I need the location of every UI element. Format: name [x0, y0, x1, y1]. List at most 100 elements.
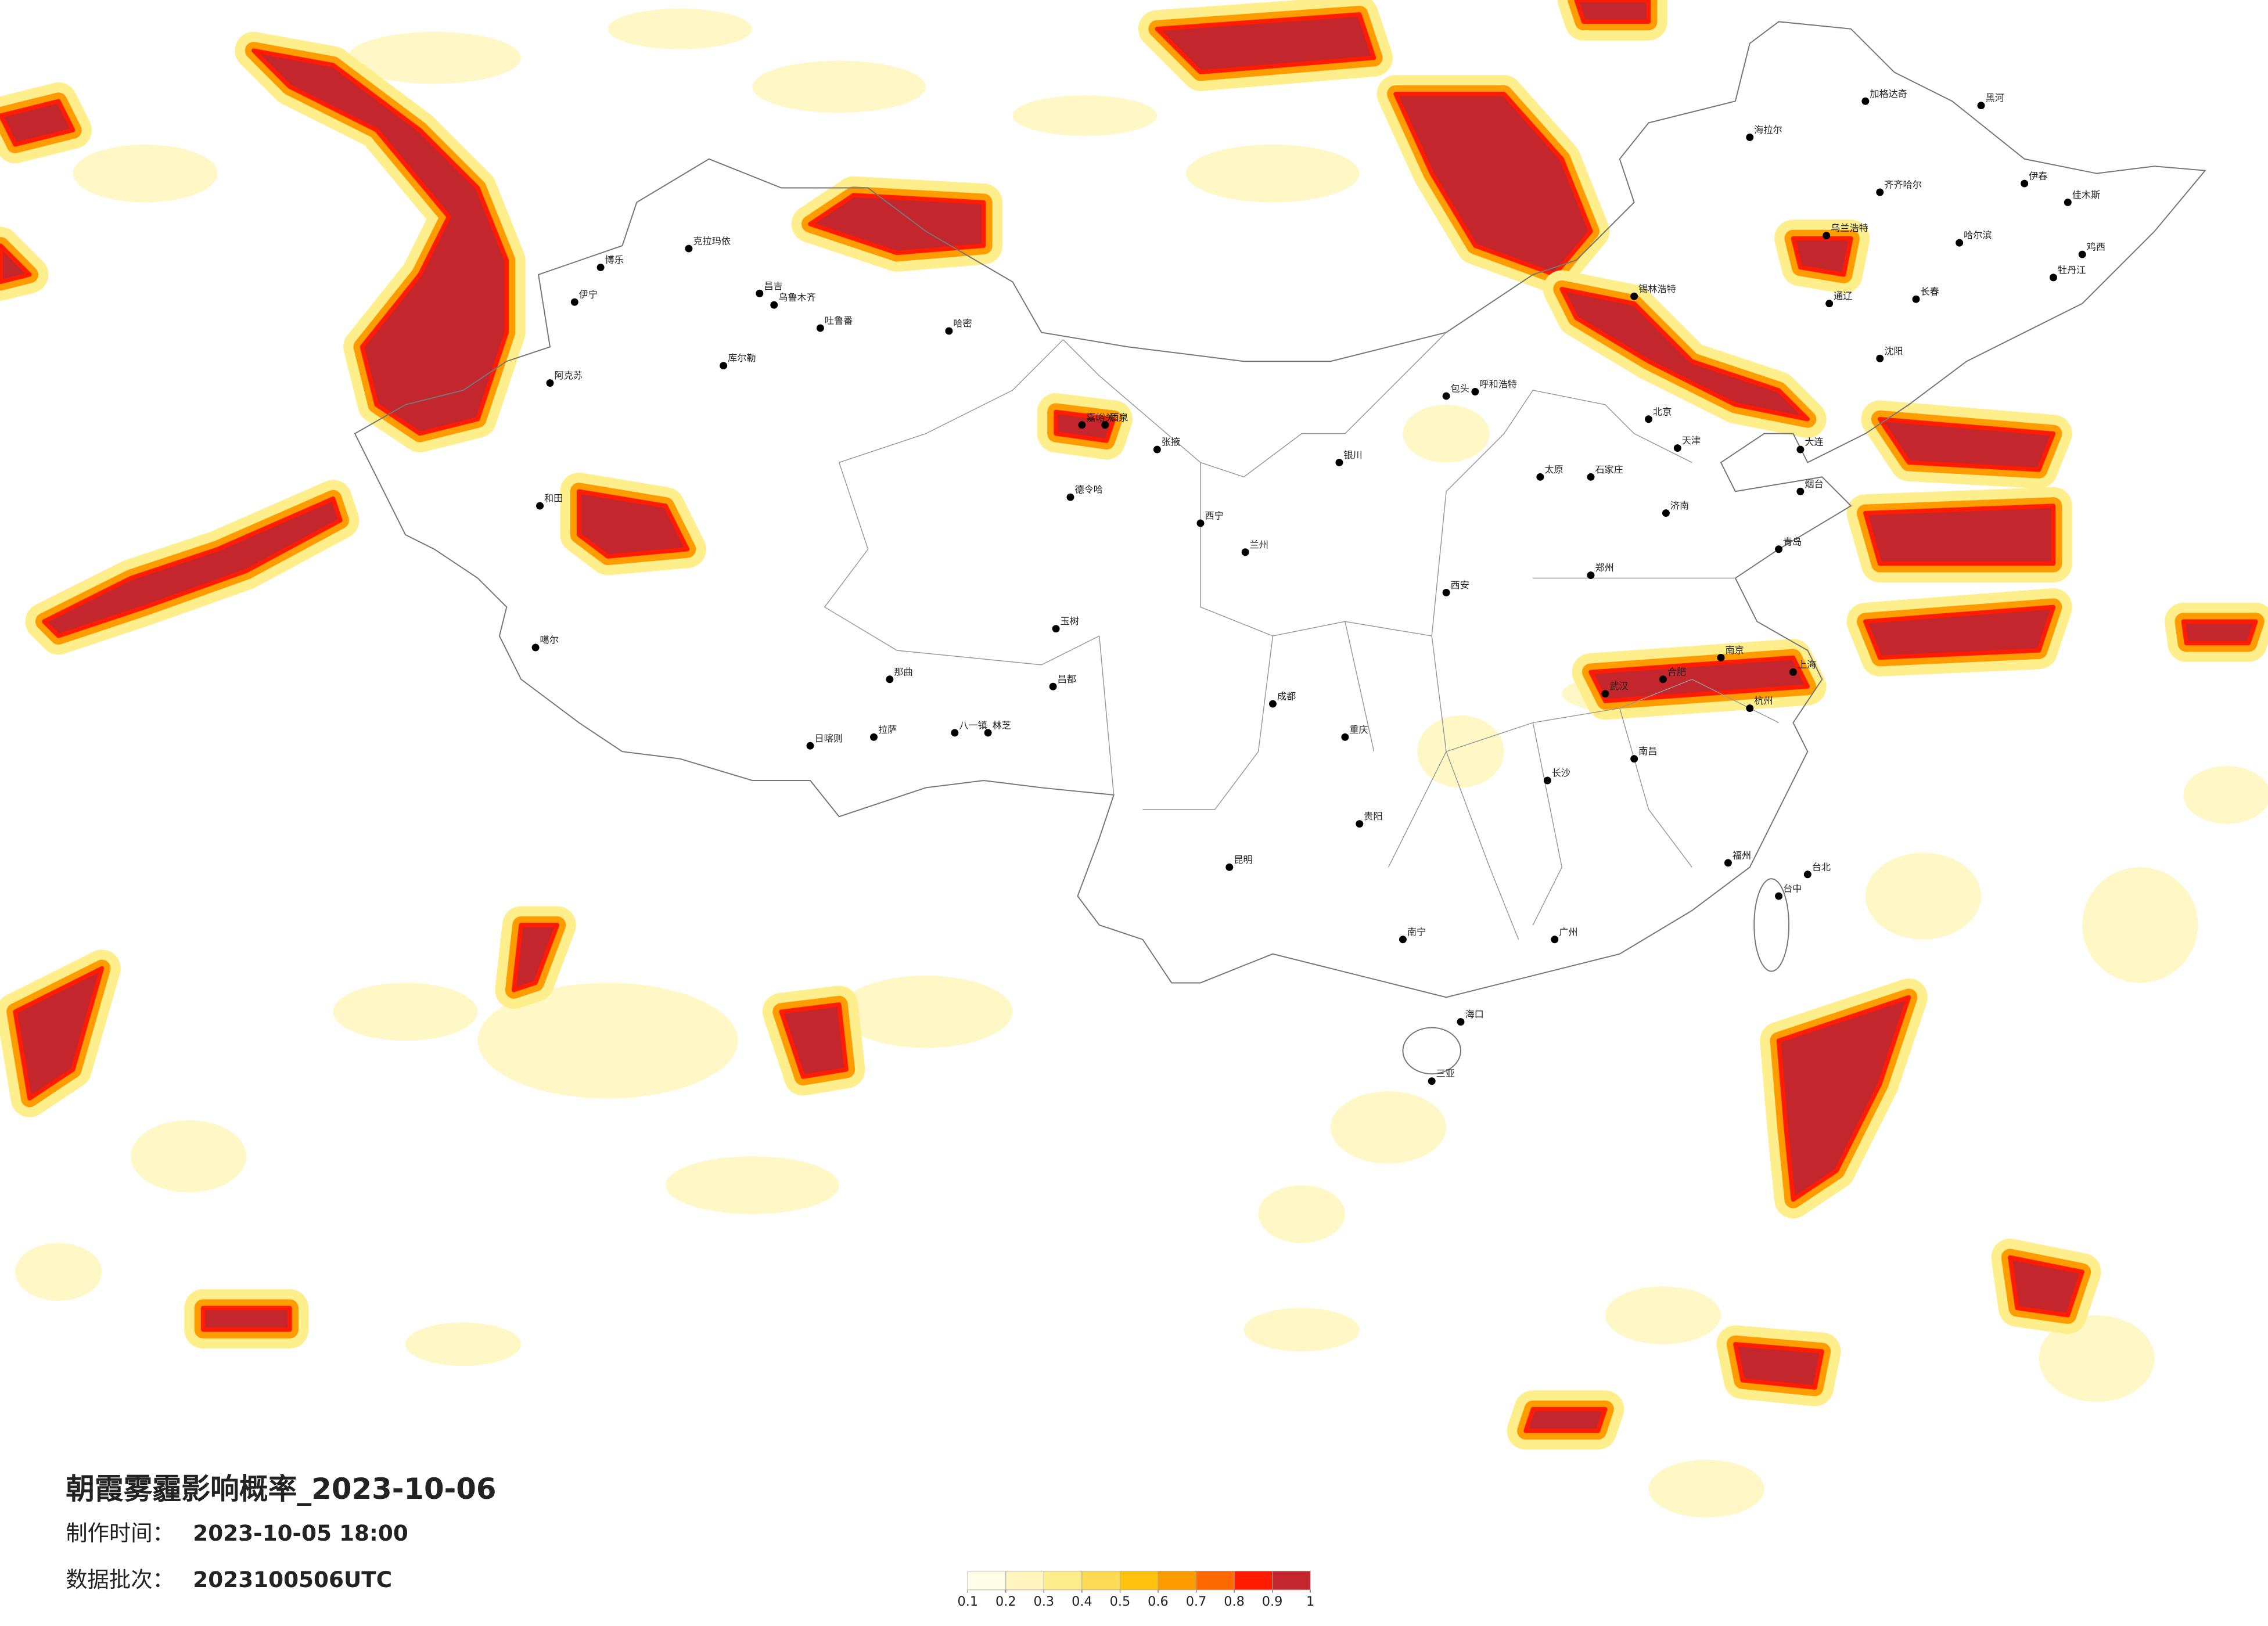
- city-label: 通辽: [1834, 290, 1852, 301]
- high-core: [2181, 619, 2258, 646]
- high-core: [1791, 236, 1853, 277]
- city-label: 南宁: [1407, 926, 1426, 937]
- city-label: 拉萨: [878, 724, 897, 735]
- low-probability-area: [1012, 95, 1158, 136]
- city-dot: [1052, 625, 1060, 633]
- low-probability-area: [1403, 404, 1490, 463]
- city-dot: [1225, 863, 1234, 871]
- city-dot: [1876, 354, 1884, 362]
- city-label: 海口: [1465, 1009, 1483, 1020]
- city-label: 库尔勒: [728, 352, 756, 364]
- high-core: [251, 48, 509, 436]
- low-probability-area: [608, 8, 753, 49]
- city-dot: [1049, 682, 1057, 690]
- city-dot: [1241, 548, 1249, 556]
- city-dot: [1442, 392, 1450, 400]
- low-probability-area: [347, 31, 522, 84]
- city-dot: [1457, 1018, 1465, 1026]
- city-dot: [1789, 668, 1797, 676]
- colorbar-tick-label: 0.4: [1072, 1594, 1092, 1609]
- city-label: 福州: [1733, 850, 1751, 861]
- high-core: [13, 966, 105, 1101]
- probability-field: [0, 0, 2268, 1518]
- city-label: 加格达奇: [1870, 88, 1907, 99]
- city-label: 呼和浩特: [1479, 379, 1517, 390]
- colorbar: 0.1 0.2 0.3 0.4 0.5 0.6 0.7 0.8 0.9 1: [957, 1570, 1314, 1609]
- city-dot: [1587, 473, 1595, 481]
- city-dot: [1399, 936, 1407, 944]
- high-core: [512, 923, 560, 992]
- city-label: 德令哈: [1074, 484, 1102, 495]
- city-dot: [1543, 776, 1551, 785]
- colorbar-swatch: [1196, 1570, 1235, 1591]
- city-label: 大连: [1805, 437, 1823, 448]
- colorbar-tick-label: 0.6: [1148, 1594, 1169, 1609]
- city-dot: [1775, 892, 1783, 900]
- city-label: 武汉: [1609, 681, 1628, 692]
- city-label: 佳木斯: [2072, 189, 2100, 200]
- city-dot: [1601, 690, 1609, 698]
- city-dot: [546, 379, 554, 387]
- city-label: 长春: [1920, 286, 1939, 297]
- city-label: 青岛: [1783, 536, 1802, 547]
- city-label: 黑河: [1985, 92, 2004, 103]
- city-dot: [1551, 936, 1559, 944]
- city-dot: [1746, 704, 1754, 713]
- city-label: 济南: [1670, 500, 1689, 511]
- city-label: 鸡西: [2087, 242, 2105, 253]
- low-probability-area: [73, 144, 218, 203]
- high-core: [1733, 1341, 1824, 1390]
- high-core: [1574, 0, 1651, 24]
- city-label: 张掖: [1162, 437, 1180, 448]
- city-dot: [1746, 133, 1754, 141]
- low-probability-area: [2183, 766, 2268, 824]
- city-dot: [1861, 97, 1870, 105]
- city-dot: [945, 327, 953, 335]
- city-dot: [1153, 445, 1161, 454]
- city-label: 上海: [1798, 659, 1816, 670]
- low-probability-area: [2082, 867, 2198, 983]
- city-dot: [1717, 653, 1725, 661]
- city-dot: [1912, 295, 1920, 303]
- city-dot: [1956, 239, 1964, 247]
- low-probability-area: [1186, 144, 1360, 203]
- city-dot: [720, 362, 728, 370]
- low-probability-area: [405, 1322, 522, 1366]
- high-core: [1393, 92, 1593, 277]
- batch-label: 数据批次：: [66, 1567, 174, 1592]
- city-dot: [1803, 870, 1811, 879]
- city-label: 齐齐哈尔: [1884, 179, 1922, 190]
- high-core: [0, 99, 76, 147]
- city-dot: [1587, 571, 1595, 580]
- city-label: 长沙: [1552, 768, 1570, 779]
- city-dot: [1428, 1077, 1436, 1085]
- city-label: 太原: [1544, 464, 1563, 475]
- city-dot: [1825, 300, 1834, 308]
- cities: 克拉玛依昌吉乌鲁木齐吐鲁番 哈密 伊宁 博乐库尔勒阿克苏和田噶尔那曲拉萨日喀则 八一镇林…: [531, 88, 2105, 1085]
- city-label: 昌吉: [764, 280, 782, 292]
- made-time-value: 2023-10-05 18:00: [193, 1520, 408, 1546]
- city-label: 包头: [1451, 383, 1469, 394]
- city-label: 牡丹江: [2058, 264, 2086, 275]
- city-label: 昌都: [1058, 674, 1076, 685]
- city-dot: [1196, 519, 1205, 527]
- province-borders: [824, 332, 1779, 940]
- high-core: [1863, 605, 2056, 660]
- city-label: 重庆: [1349, 724, 1368, 735]
- city-dot: [756, 289, 764, 297]
- low-probability-area: [1605, 1286, 1721, 1344]
- made-time-label: 制作时间：: [66, 1520, 174, 1546]
- low-probability-area: [477, 983, 738, 1099]
- city-dot: [886, 675, 894, 684]
- city-label: 兰州: [1250, 539, 1268, 550]
- city-dot: [870, 733, 878, 741]
- low-probability-area: [2039, 1315, 2155, 1402]
- low-probability-area: [1417, 715, 1504, 788]
- colorbar-swatch: [1043, 1570, 1083, 1591]
- colorbar-swatch: [1119, 1570, 1159, 1591]
- low-probability-area: [666, 1156, 839, 1214]
- low-probability-area: [15, 1243, 102, 1301]
- city-dot: [1876, 188, 1884, 196]
